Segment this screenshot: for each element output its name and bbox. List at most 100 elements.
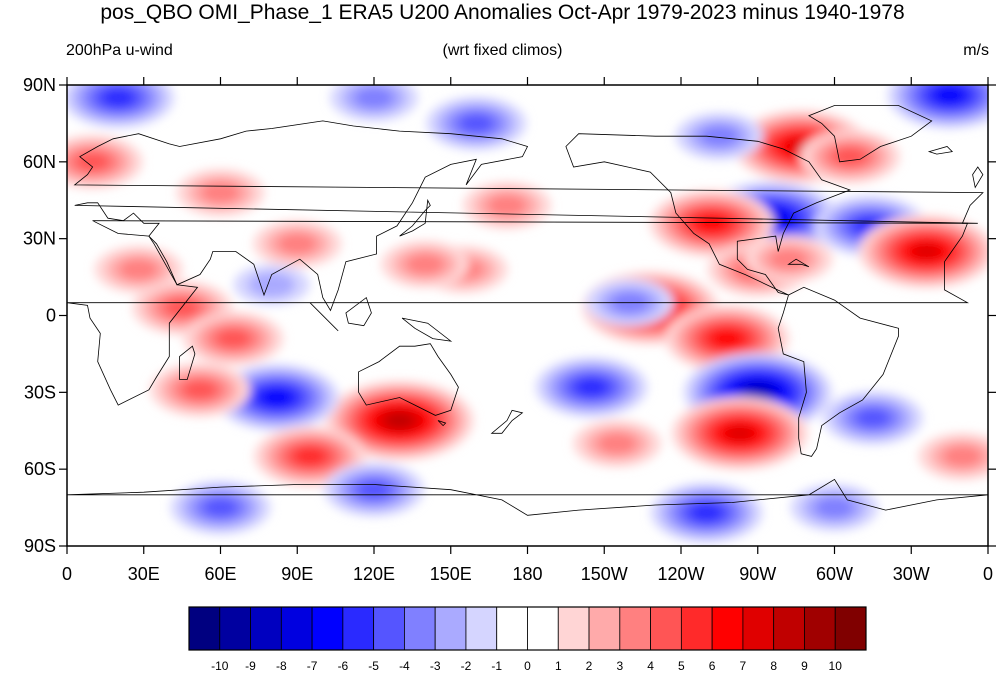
anomaly-contour-level — [912, 243, 941, 260]
anomaly-contour-level — [261, 389, 292, 406]
colorbar-label: 0 — [524, 659, 531, 673]
coastlines — [67, 105, 988, 516]
colorbar-swatch — [373, 606, 405, 651]
anomaly-blob — [671, 396, 808, 470]
anomaly-contour-level — [277, 233, 317, 255]
climo-note: (wrt fixed climos) — [442, 42, 563, 59]
anomaly-contour-level — [294, 447, 327, 465]
anomaly-contour-level — [248, 272, 296, 298]
lon-tick-label: 0 — [62, 564, 72, 584]
lat-tick-label: 0 — [46, 306, 56, 326]
lon-tick-label: 60W — [816, 564, 853, 584]
colorbar-label: 2 — [586, 659, 593, 673]
coastline-path — [67, 220, 970, 406]
anomaly-contour-level — [487, 194, 527, 216]
colorbar-label: -4 — [399, 659, 410, 673]
anomaly-contour-level — [690, 504, 723, 522]
anomaly-blob — [324, 462, 424, 517]
lon-tick-label: 120E — [353, 564, 395, 584]
anomaly-contour-level — [814, 497, 855, 519]
colorbar-swatch — [219, 606, 251, 651]
colorbar-label: -9 — [245, 659, 256, 673]
colorbar-label: -8 — [276, 659, 287, 673]
colorbar-label: -5 — [368, 659, 379, 673]
anomaly-blob — [94, 245, 183, 293]
anomaly-blob — [330, 85, 418, 122]
anomaly-contour-level — [699, 125, 739, 147]
lat-tick-label: 90S — [24, 536, 56, 556]
colorbar-swatch — [250, 606, 282, 651]
anomaly-blob — [649, 190, 774, 257]
anomaly-blob — [799, 129, 900, 184]
coastline-path — [437, 420, 447, 427]
colorbar-label: 6 — [709, 659, 716, 673]
anomaly-blob — [426, 96, 527, 151]
anomaly-contour-level — [725, 425, 755, 442]
anomaly-contour-level — [405, 253, 445, 275]
coastline-path — [73, 120, 984, 312]
coastline-path — [565, 133, 852, 296]
lat-tick-label: 90N — [23, 75, 56, 95]
anomaly-blob — [535, 357, 648, 418]
anomaly-contour-level — [855, 408, 891, 428]
anomaly-blob — [233, 264, 310, 306]
coastline-path — [67, 478, 988, 516]
colorbar-label: -10 — [211, 659, 229, 673]
anomaly-blob — [744, 235, 833, 283]
colorbar-label: -1 — [491, 659, 502, 673]
colorbar-swatch — [557, 606, 590, 651]
colorbar-swatch — [711, 606, 744, 651]
lon-tick-label: 30E — [128, 564, 160, 584]
anomaly-contour-level — [119, 258, 159, 280]
colorbar-swatch — [742, 606, 775, 651]
colorbar-swatch — [773, 606, 805, 651]
anomaly-blob — [325, 380, 474, 461]
anomaly-contour-level — [575, 378, 608, 396]
anomaly-blob — [170, 480, 271, 535]
colorbar-swatch — [404, 606, 436, 651]
anomaly-blob — [176, 168, 265, 217]
colorbar-swatch — [188, 606, 221, 651]
anomaly-contour-level — [200, 182, 241, 204]
colorbar-label: -3 — [430, 659, 441, 673]
anomaly-blob — [665, 305, 790, 372]
anomaly-contour-level — [215, 329, 251, 348]
anomaly-contour-level — [354, 87, 394, 109]
anomaly-blob — [573, 419, 662, 468]
colorbar-swatch — [434, 606, 467, 651]
colorbar-label: 10 — [829, 659, 843, 673]
anomaly-contour-level — [743, 384, 772, 400]
variable-label: 200hPa u-wind — [66, 42, 173, 59]
anomaly-blob — [150, 362, 251, 417]
anomaly-blob — [822, 391, 923, 445]
anomaly-blob — [790, 483, 879, 532]
anomaly-contour-level — [182, 380, 218, 400]
colorbar-swatch — [650, 606, 682, 651]
colorbar-frame — [188, 606, 867, 651]
colorbar-label: 9 — [801, 659, 808, 673]
colorbar-swatch — [465, 606, 498, 651]
colorbar: -10 -9 -8 -7 -6 -5 -4 -3 -2 -1 0 1 2 3 4 5 6 7 8 9 10 — [188, 606, 867, 673]
colorbar-swatch — [619, 606, 651, 651]
colorbar-swatch — [527, 606, 559, 651]
anomaly-blob — [463, 181, 552, 229]
anomaly-blob — [253, 220, 342, 268]
coastline-path — [490, 409, 524, 434]
anomaly-blob — [675, 112, 764, 160]
anomaly-blob — [381, 240, 470, 288]
coastline-path — [309, 302, 339, 332]
lon-tick-label: 0 — [983, 564, 993, 584]
anomaly-contour-level — [102, 89, 135, 107]
anomaly-contour-level — [385, 413, 414, 428]
axis-ticks: 90N 60N 30N 0 30S 60S 90S 0 30E 60E 90E 120E 150E 180… — [23, 75, 996, 584]
lat-tick-label: 60N — [23, 152, 56, 172]
lon-tick-label: 150W — [581, 564, 628, 584]
anomaly-contour-level — [597, 433, 637, 455]
anomaly-contour-level — [712, 330, 743, 347]
colorbar-label: -6 — [338, 659, 349, 673]
anomaly-blob — [858, 215, 988, 288]
colorbar-swatch — [311, 606, 344, 651]
coastline-path — [345, 296, 372, 327]
coastline-path — [927, 146, 954, 155]
anomaly-contour-level — [203, 498, 238, 517]
